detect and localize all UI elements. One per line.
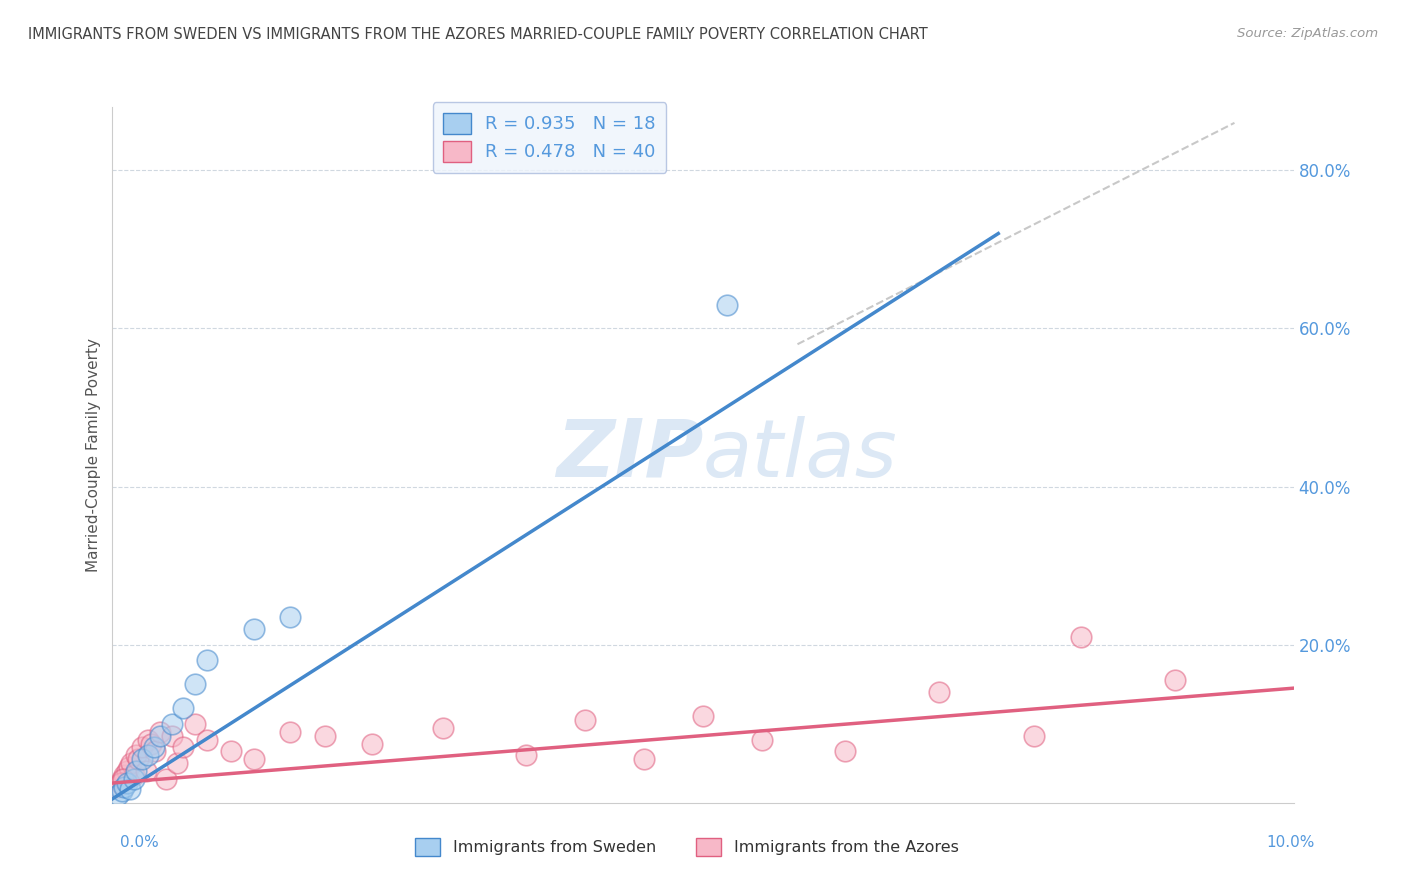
Point xyxy=(136,732,159,747)
Point xyxy=(108,776,131,790)
Point xyxy=(112,768,135,782)
Point xyxy=(107,788,129,802)
Point xyxy=(195,653,218,667)
Text: ZIP: ZIP xyxy=(555,416,703,494)
Point xyxy=(361,737,384,751)
Text: Source: ZipAtlas.com: Source: ZipAtlas.com xyxy=(1237,27,1378,40)
Point xyxy=(115,764,138,779)
Point xyxy=(195,732,218,747)
Point xyxy=(243,622,266,636)
Point xyxy=(112,772,135,786)
Point xyxy=(1164,673,1187,688)
Text: 0.0%: 0.0% xyxy=(120,836,159,850)
Text: 10.0%: 10.0% xyxy=(1267,836,1315,850)
Point xyxy=(112,780,135,794)
Legend: R = 0.935   N = 18, R = 0.478   N = 40: R = 0.935 N = 18, R = 0.478 N = 40 xyxy=(433,103,666,173)
Text: Immigrants from the Azores: Immigrants from the Azores xyxy=(734,840,959,855)
Point xyxy=(184,716,207,731)
Point xyxy=(131,740,153,755)
Text: IMMIGRANTS FROM SWEDEN VS IMMIGRANTS FROM THE AZORES MARRIED-COUPLE FAMILY POVER: IMMIGRANTS FROM SWEDEN VS IMMIGRANTS FRO… xyxy=(28,27,928,42)
Point xyxy=(105,780,128,794)
Point xyxy=(166,756,188,771)
Point xyxy=(314,729,336,743)
Point xyxy=(125,748,148,763)
Point xyxy=(751,732,773,747)
Point xyxy=(115,776,138,790)
Text: Immigrants from Sweden: Immigrants from Sweden xyxy=(453,840,657,855)
Point xyxy=(122,768,145,782)
Point xyxy=(1022,729,1045,743)
Point xyxy=(432,721,454,735)
Point xyxy=(131,752,153,766)
Point xyxy=(1070,630,1092,644)
Point xyxy=(155,772,177,786)
Point xyxy=(172,740,194,755)
Point xyxy=(149,724,172,739)
Point xyxy=(127,752,149,766)
Point xyxy=(515,748,537,763)
Point xyxy=(111,784,134,798)
Point xyxy=(834,744,856,758)
Point xyxy=(160,729,183,743)
Point xyxy=(111,772,134,786)
Point xyxy=(160,716,183,731)
Point xyxy=(120,781,142,796)
Point xyxy=(125,764,148,779)
Point xyxy=(172,701,194,715)
Point xyxy=(633,752,655,766)
Point xyxy=(143,744,166,758)
Point xyxy=(110,776,132,790)
Point xyxy=(184,677,207,691)
Point xyxy=(141,737,163,751)
Point xyxy=(692,708,714,723)
Y-axis label: Married-Couple Family Poverty: Married-Couple Family Poverty xyxy=(86,338,101,572)
Point xyxy=(142,740,165,755)
Point xyxy=(278,610,301,624)
Point xyxy=(136,748,159,763)
Point xyxy=(278,724,301,739)
Point xyxy=(120,756,142,771)
Point xyxy=(928,685,950,699)
Point xyxy=(149,729,172,743)
Point xyxy=(122,772,145,786)
Point xyxy=(118,760,141,774)
Text: atlas: atlas xyxy=(703,416,898,494)
Point xyxy=(219,744,242,758)
Point xyxy=(135,764,157,779)
Point xyxy=(243,752,266,766)
Point xyxy=(574,713,596,727)
Point xyxy=(716,298,738,312)
